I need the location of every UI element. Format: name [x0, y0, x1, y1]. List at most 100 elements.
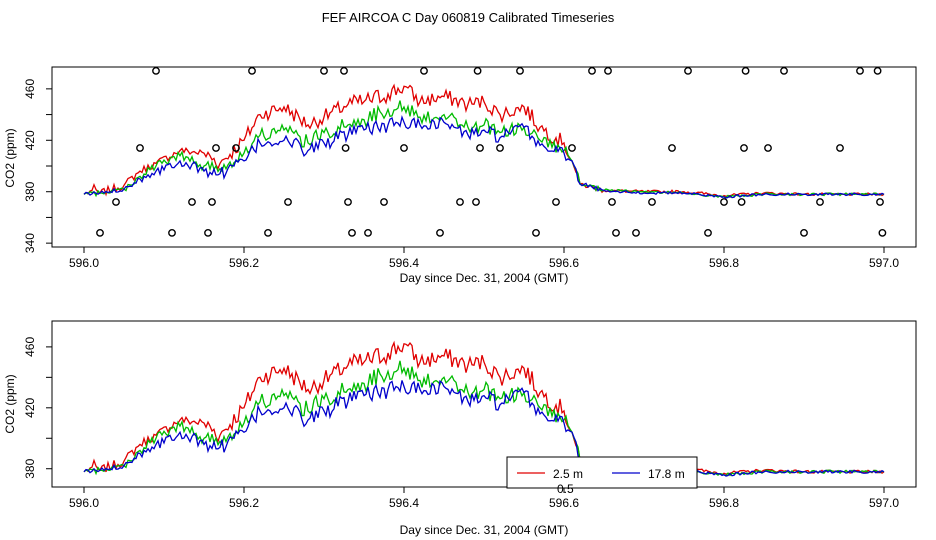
circle-point	[604, 67, 612, 75]
circle-point	[264, 228, 272, 237]
circle-point	[420, 67, 428, 75]
circle-point	[568, 144, 576, 152]
circle-point	[836, 144, 844, 152]
x-axis-label-top: Day since Dec. 31, 2004 (GMT)	[400, 271, 569, 285]
circle-point	[364, 228, 372, 237]
circle-point	[380, 198, 388, 206]
x-tick-label: 596.0	[69, 496, 99, 510]
circle-point	[720, 198, 728, 206]
circle-point	[204, 228, 212, 237]
y-axis-label-top: CO2 (ppm)	[3, 128, 17, 187]
circle-point	[532, 228, 540, 237]
circle-point	[552, 198, 560, 206]
plot-frame-bottom	[51, 320, 917, 488]
circle-point	[632, 228, 640, 237]
circle-point	[780, 67, 788, 75]
x-tick-label: 596.8	[709, 496, 739, 510]
series-line-5-m	[83, 100, 885, 199]
circle-point	[400, 144, 408, 152]
x-tick-label: 597.0	[869, 256, 899, 270]
x-tick-label: 596.2	[229, 496, 259, 510]
panel-top: 596.0 596.2 596.4 596.6 596.8 597.0 340 380 420…	[3, 66, 917, 285]
circle-point	[876, 198, 884, 206]
circle-point	[764, 144, 772, 152]
series-line-2-5-m	[83, 83, 885, 198]
series-line-2-5-m	[83, 340, 885, 476]
chart-title: FEF AIRCOA C Day 060819 Calibrated Times…	[322, 10, 615, 25]
circle-point	[878, 228, 887, 237]
circle-point	[340, 67, 348, 75]
circle-point	[704, 228, 712, 237]
circle-point	[168, 228, 176, 237]
circle-point	[284, 198, 292, 206]
circle-point	[348, 228, 356, 237]
x-axis-bottom: 596.0 596.2 596.4 596.6 596.8 597.0	[69, 486, 899, 510]
circle-point	[320, 67, 328, 75]
circle-point	[341, 144, 350, 152]
x-tick-label: 596.2	[229, 256, 259, 270]
circle-point	[476, 144, 484, 152]
circle-point	[873, 67, 882, 75]
circle-point	[232, 144, 240, 152]
circle-point	[612, 228, 620, 237]
circle-point	[344, 198, 352, 206]
circle-point	[516, 67, 524, 75]
y-axis-label-bottom: CO2 (ppm)	[3, 374, 17, 433]
circle-point	[456, 198, 464, 206]
legend: 2.5 m 17.8 m 0.5	[506, 456, 698, 496]
circle-point	[684, 67, 692, 75]
x-tick-label: 597.0	[869, 496, 899, 510]
circle-point	[188, 198, 196, 206]
x-tick-label: 596.0	[69, 256, 99, 270]
x-tick-label: 596.4	[389, 496, 419, 510]
series-group-bottom	[83, 340, 885, 477]
circle-point	[648, 198, 656, 206]
circle-point	[800, 228, 808, 237]
series-line-17-8-m	[83, 114, 885, 199]
y-axis-top: 340 380 420 460	[23, 79, 53, 253]
y-tick-label: 460	[23, 79, 37, 99]
circle-point	[741, 67, 750, 75]
circle-point	[608, 198, 616, 206]
series-line-5-m	[83, 360, 885, 477]
panel-bottom: 596.0 596.2 596.4 596.6 596.8 597.0 380 420 460…	[3, 320, 917, 537]
y-tick-label: 380	[23, 181, 37, 201]
circle-point	[588, 67, 596, 75]
x-axis-top: 596.0 596.2 596.4 596.6 596.8 597.0	[69, 246, 899, 270]
circle-point	[136, 144, 144, 152]
y-tick-label: 380	[23, 458, 37, 478]
circle-point	[472, 198, 480, 206]
y-tick-label: 420	[23, 130, 37, 150]
x-tick-label: 596.6	[549, 256, 579, 270]
series-group-top	[83, 83, 885, 199]
circle-point	[856, 67, 864, 75]
circle-point	[668, 144, 676, 152]
circle-point	[737, 198, 746, 206]
circle-point	[96, 228, 104, 237]
plot-frame-top	[51, 66, 917, 248]
x-tick-label: 596.4	[389, 256, 419, 270]
circle-point	[112, 198, 120, 206]
circle-point	[208, 198, 216, 206]
y-axis-bottom: 380 420 460	[23, 337, 53, 479]
x-axis-label-bottom: Day since Dec. 31, 2004 (GMT)	[400, 523, 569, 537]
circle-point	[740, 144, 748, 152]
y-tick-label: 340	[23, 233, 37, 253]
series-line-17-8-m	[83, 379, 885, 477]
circle-point	[152, 67, 160, 75]
legend-label-0-5: 0.5	[557, 482, 574, 496]
circle-point	[496, 144, 504, 152]
legend-label-17-8m: 17.8 m	[648, 467, 685, 481]
circle-point	[473, 67, 482, 75]
legend-label-2-5m: 2.5 m	[553, 467, 583, 481]
y-tick-label: 460	[23, 337, 37, 357]
circle-point	[212, 144, 220, 152]
circle-point	[816, 198, 824, 206]
circle-point	[436, 228, 444, 237]
y-tick-label: 420	[23, 397, 37, 417]
circle-point	[248, 67, 256, 75]
circle-points-group	[96, 67, 887, 237]
x-tick-label: 596.8	[709, 256, 739, 270]
x-tick-label: 596.6	[549, 496, 579, 510]
